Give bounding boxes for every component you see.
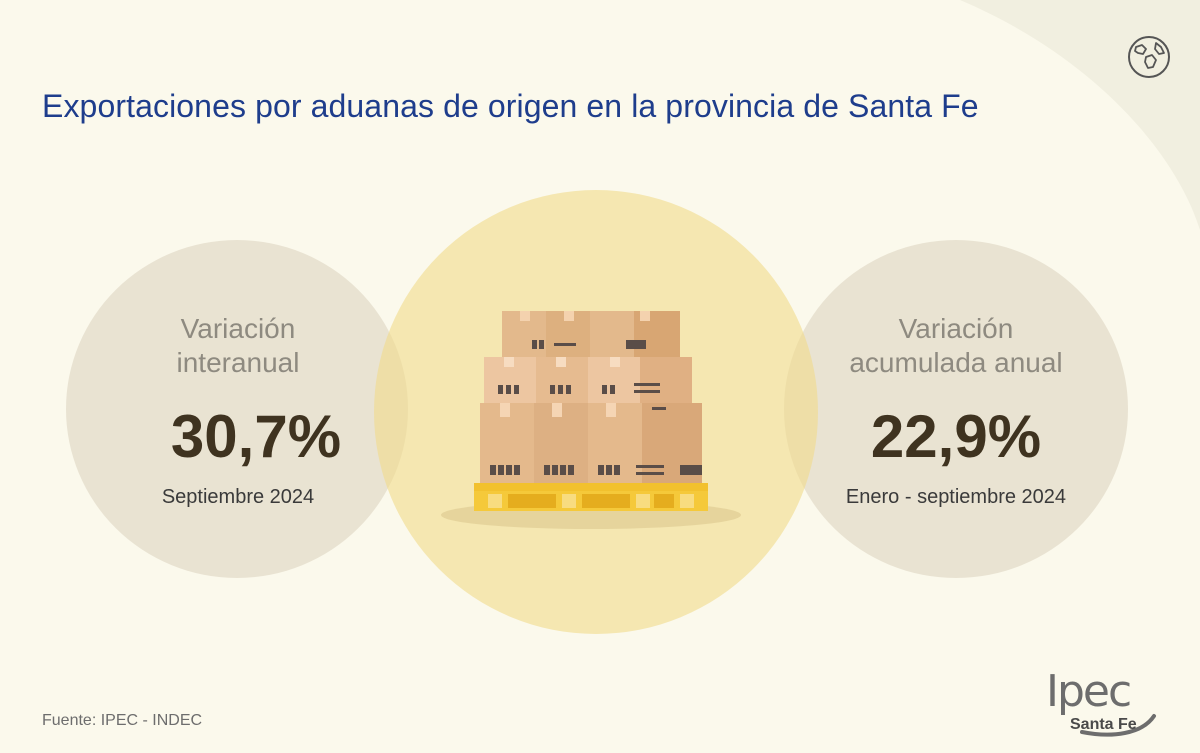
page-title: Exportaciones por aduanas de origen en l… <box>42 88 979 124</box>
ipec-logo[interactable]: Ipec Santa Fe <box>1042 666 1162 742</box>
interannual-label: Variación interanual <box>88 312 388 380</box>
cumulative-label: Variación acumulada anual <box>806 312 1106 380</box>
cumulative-value-text: 22,9% <box>870 403 1042 470</box>
cumulative-period-text: Enero - septiembre 2024 <box>845 486 1067 508</box>
interannual-period-text: Septiembre 2024 <box>161 486 315 508</box>
interannual-value: 30,7% <box>88 402 388 472</box>
source-note: Fuente: IPEC - INDEC <box>42 712 203 729</box>
cumulative-period: Enero - septiembre 2024 <box>806 486 1106 509</box>
cumulative-circle <box>784 240 1128 578</box>
interannual-label-line2: interanual <box>176 347 300 378</box>
logo-swoosh <box>1080 714 1156 737</box>
interannual-value-text: 30,7% <box>170 403 342 470</box>
cumulative-value: 22,9% <box>806 402 1106 472</box>
cumulative-label-line1: Variación <box>898 313 1014 344</box>
logo-main-text: Ipec <box>1046 666 1132 717</box>
boxes-pallet-icon <box>441 311 741 529</box>
cumulative-label-line2: acumulada anual <box>849 347 1063 378</box>
interannual-period: Septiembre 2024 <box>88 486 388 509</box>
logo-sub-text: Santa Fe <box>1070 716 1137 733</box>
globe-icon[interactable] <box>1126 34 1172 80</box>
interannual-circle <box>66 240 408 578</box>
interannual-label-line1: Variación <box>180 313 296 344</box>
